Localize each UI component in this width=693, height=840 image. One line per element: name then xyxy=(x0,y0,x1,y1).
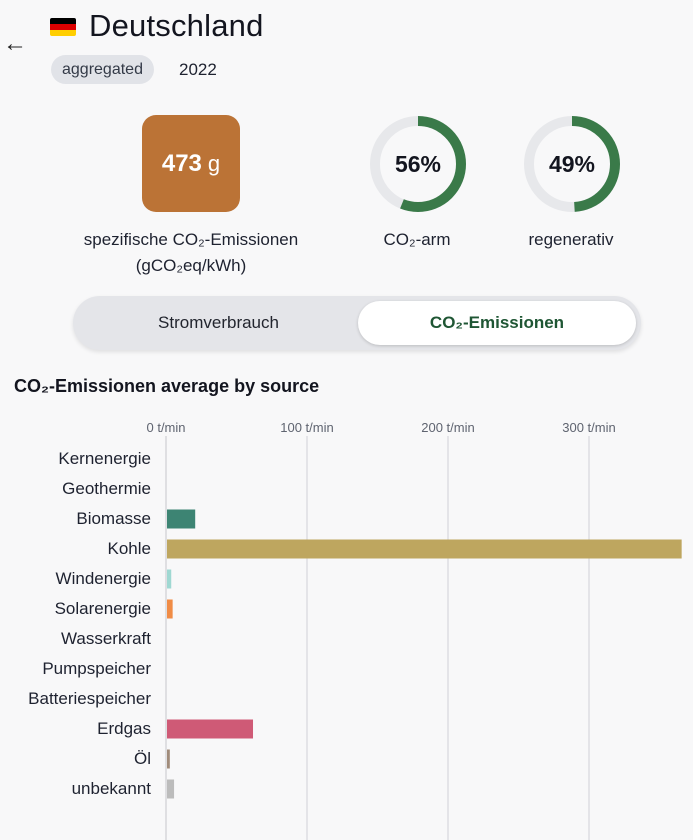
co2-intensity-label-line2: (gCO₂eq/kWh) xyxy=(135,256,247,275)
low-carbon-gauge: 56% xyxy=(368,114,468,214)
low-carbon-percentage: 56% xyxy=(394,150,442,177)
bar-solarenergie xyxy=(167,599,173,619)
flag-stripe-gold xyxy=(50,30,76,36)
renewable-label: regenerativ xyxy=(528,230,614,249)
category-label: unbekannt xyxy=(72,779,152,798)
x-tick-label: 100 t/min xyxy=(280,420,333,435)
emissions-bar-chart: 0 t/min 100 t/min 200 t/min 300 t/min Kernen… xyxy=(28,420,682,840)
x-tick-label: 200 t/min xyxy=(421,420,474,435)
co2-intensity-value: 473 xyxy=(161,149,202,177)
bar-öl xyxy=(167,749,170,769)
tab-co2-emissionen[interactable]: CO₂-Emissionen xyxy=(358,301,636,345)
category-label: Windenergie xyxy=(56,569,151,588)
bar-kohle xyxy=(167,539,682,559)
co2-intensity-unit: g xyxy=(207,150,221,176)
x-tick-label: 300 t/min xyxy=(562,420,615,435)
back-arrow-icon[interactable]: ← xyxy=(3,30,27,57)
bar-biomasse xyxy=(167,509,196,529)
chart-title: CO₂-Emissionen average by source xyxy=(14,376,320,396)
category-label: Batteriespeicher xyxy=(28,689,151,708)
bar-windenergie xyxy=(167,569,172,589)
low-carbon-gauge-arc xyxy=(370,116,466,212)
category-label: Wasserkraft xyxy=(61,629,151,648)
tab-stromverbrauch[interactable]: Stromverbrauch xyxy=(158,313,279,332)
category-label: Solarenergie xyxy=(55,599,151,618)
category-label: Öl xyxy=(134,749,151,768)
renewable-gauge-arc xyxy=(524,116,620,212)
category-label: Kohle xyxy=(108,539,151,558)
view-toggle: Stromverbrauch CO₂-Emissionen xyxy=(73,296,641,350)
co2-intensity-tile: 473 g xyxy=(142,115,240,212)
renewable-percentage: 49% xyxy=(548,150,596,177)
co2-intensity-label-line1: spezifische CO₂-Emissionen xyxy=(83,230,299,249)
bar-erdgas xyxy=(167,719,254,739)
germany-flag-icon xyxy=(50,18,76,36)
bar-unbekannt xyxy=(167,779,175,799)
category-label: Kernenergie xyxy=(58,449,151,468)
flag-stripe-red xyxy=(50,24,76,30)
aggregated-badge: aggregated xyxy=(51,55,154,84)
page-title: Deutschland xyxy=(89,8,264,43)
category-label: Pumpspeicher xyxy=(42,659,151,678)
x-tick-label: 0 t/min xyxy=(146,420,185,435)
renewable-gauge: 49% xyxy=(522,114,622,214)
category-label: Biomasse xyxy=(76,509,151,528)
category-label: Geothermie xyxy=(62,479,151,498)
year-label: 2022 xyxy=(179,60,217,79)
flag-stripe-black xyxy=(50,18,76,24)
category-label: Erdgas xyxy=(97,719,151,738)
co2-intensity-label: spezifische CO₂-Emissionen (gCO₂eq/kWh) xyxy=(55,227,327,279)
low-carbon-label: CO₂-arm xyxy=(383,230,451,249)
